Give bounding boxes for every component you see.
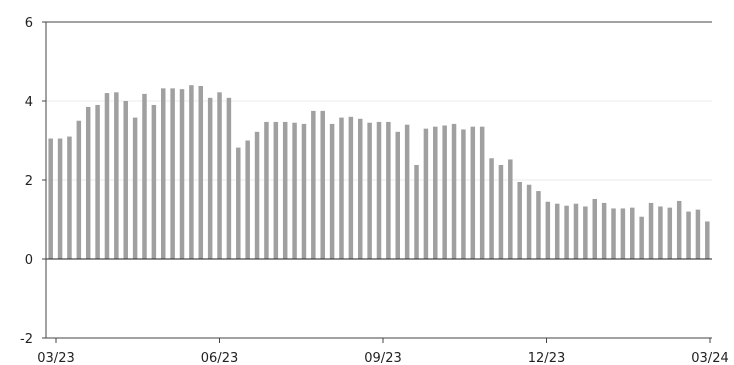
- x-tick-label: 06/23: [201, 351, 238, 365]
- bar: [498, 164, 504, 259]
- bar: [273, 121, 279, 259]
- x-tick-label: 03/24: [691, 351, 728, 365]
- bar: [226, 97, 232, 259]
- bar: [461, 129, 466, 259]
- bar: [686, 211, 691, 259]
- tick-labels: 6 4 2 0 -2 03/23 06/23 09/23 12/23 03/24: [20, 16, 729, 365]
- bar: [479, 126, 485, 259]
- bar: [630, 207, 635, 259]
- bar: [320, 110, 325, 260]
- bar: [48, 138, 53, 259]
- bar: [423, 128, 429, 259]
- bar: [583, 206, 588, 259]
- bar: [404, 124, 410, 259]
- bar: [611, 208, 616, 259]
- bar: [179, 89, 185, 260]
- bar: [395, 131, 401, 259]
- bar: [526, 184, 532, 259]
- bar: [254, 131, 260, 259]
- bar: [367, 122, 372, 259]
- bar: [132, 117, 138, 259]
- bars: [48, 85, 710, 260]
- bar: [348, 116, 354, 259]
- bar: [245, 140, 250, 259]
- bar: [95, 104, 100, 259]
- bar: [292, 122, 297, 259]
- bar: [142, 93, 147, 259]
- bar: [667, 207, 673, 259]
- bar: [451, 123, 457, 259]
- bar: [357, 118, 363, 259]
- bar: [311, 110, 316, 260]
- bar: [658, 206, 663, 259]
- bar: [601, 202, 607, 259]
- bar: [414, 164, 419, 259]
- bar: [536, 191, 541, 259]
- y-tick-label: 0: [25, 253, 33, 268]
- bar: [648, 202, 654, 259]
- bar: [207, 97, 213, 259]
- bar: [123, 101, 128, 259]
- bar: [433, 126, 438, 259]
- bar: [470, 126, 476, 259]
- bar: [198, 85, 204, 260]
- bar: [639, 216, 644, 259]
- bar: [85, 106, 91, 259]
- bar: [554, 203, 560, 259]
- bar: [386, 121, 391, 259]
- bar: [264, 121, 269, 259]
- bar: [217, 92, 222, 259]
- bar: [376, 121, 382, 259]
- bar: [489, 158, 494, 259]
- bar: [301, 123, 307, 259]
- y-tick-label: 2: [25, 174, 33, 189]
- bar: [329, 123, 335, 259]
- bar: [442, 125, 447, 260]
- bar: [705, 221, 710, 259]
- y-tick-label: 6: [25, 16, 33, 31]
- bar: [545, 201, 551, 259]
- bar: [170, 88, 175, 259]
- bar: [67, 136, 72, 259]
- bar: [151, 104, 157, 259]
- bar: [620, 208, 626, 259]
- bar: [236, 147, 241, 259]
- bar: [57, 138, 63, 259]
- bar: [508, 159, 513, 259]
- x-tick-label: 12/23: [528, 351, 565, 365]
- bar: [695, 209, 701, 260]
- bar: [104, 93, 110, 259]
- bar: [114, 92, 119, 259]
- x-tick-label: 09/23: [364, 351, 401, 365]
- axes: [42, 21, 712, 343]
- x-tick-label: 03/23: [37, 351, 74, 365]
- bar: [189, 85, 194, 259]
- y-tick-label: 4: [25, 95, 33, 110]
- bar: [339, 117, 344, 259]
- bar: [161, 88, 166, 259]
- bar: [676, 200, 682, 259]
- bar: [517, 181, 522, 259]
- bar: [282, 121, 288, 259]
- bar: [564, 205, 569, 259]
- bar: [76, 120, 82, 259]
- y-tick-label: -2: [20, 332, 33, 347]
- bar: [573, 203, 579, 259]
- bar: [592, 198, 597, 259]
